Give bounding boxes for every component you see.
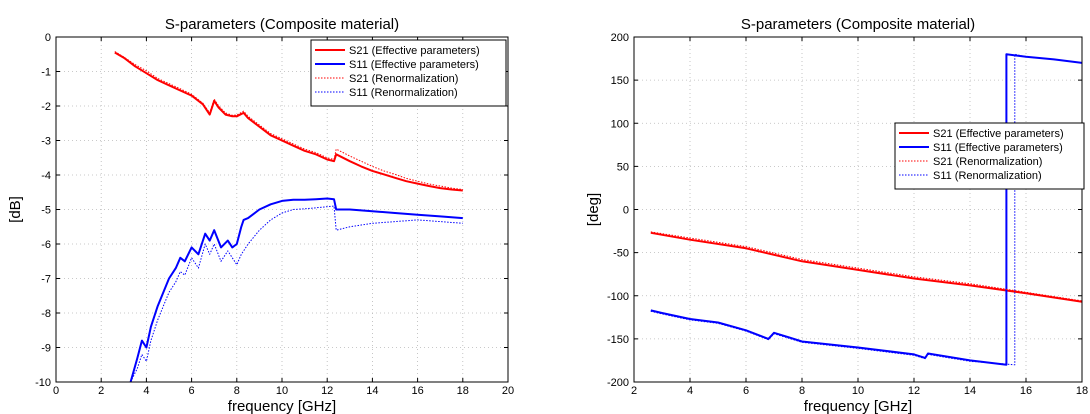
x-tick-label: 8 [799,385,805,397]
y-tick-label: -150 [607,334,629,346]
chart-phase: 2 4 6 8 10 12 14 16 18 200 150 100 50 0 -50 -100 -150 -20… [585,16,1088,414]
series-line-2 [650,231,1082,302]
x-tick-label: 18 [1076,385,1088,397]
x-tick-label: 10 [852,385,864,397]
chart-title: S-parameters (Composite material) [741,16,975,33]
y-tick-label: -4 [41,170,51,182]
legend-label: S21 (Renormalization) [933,156,1042,168]
y-tick-label: -5 [41,205,51,217]
x-tick-label: 10 [276,385,288,397]
legend-label: S11 (Effective parameters) [349,59,479,71]
y-tick-label: -10 [35,377,51,389]
y-axis-label: [dB] [7,196,24,223]
y-tick-label: -3 [41,136,51,148]
x-tick-label: 4 [687,385,693,397]
x-tick-label: 12 [908,385,920,397]
x-tick-label: 2 [631,385,637,397]
x-tick-label: 4 [143,385,149,397]
y-tick-label: 200 [611,32,629,44]
x-tick-label: 6 [743,385,749,397]
series-group [114,51,463,382]
legend: S21 (Effective parameters) S11 (Effective… [310,39,507,107]
y-tick-label: 150 [611,75,629,87]
legend-label: S11 (Renormalization) [933,170,1042,182]
x-tick-label: 16 [411,385,423,397]
y-tick-label: -2 [41,101,51,113]
y-tick-label: 50 [617,161,629,173]
x-tick-label: 6 [189,385,195,397]
series-line-1 [650,53,1082,366]
x-tick-label: 14 [964,385,976,397]
y-tick-label: 0 [623,205,629,217]
y-tick-label: -100 [607,291,629,303]
y-tick-label: -1 [41,67,51,79]
x-tick-label: 14 [366,385,378,397]
x-tick-label: 12 [321,385,333,397]
series-line-0 [114,51,463,192]
x-tick-label: 8 [234,385,240,397]
x-tick-label: 16 [1020,385,1032,397]
chart-db: 0 2 4 6 8 10 12 14 16 18 20 0 -1 -2 -3 -4 -5 -6 -7 -8 -9 -10 S… [7,16,514,414]
y-tick-label: -8 [41,308,51,320]
legend-label: S21 (Renormalization) [349,73,458,85]
legend-label: S11 (Renormalization) [349,87,458,99]
y-tick-label: -6 [41,239,51,251]
y-tick-label: -200 [607,377,629,389]
x-tick-label: 0 [53,385,59,397]
x-axis-label: frequency [GHz] [228,398,336,414]
chart-title: S-parameters (Composite material) [165,16,399,33]
x-tick-label: 20 [502,385,514,397]
legend-label: S21 (Effective parameters) [349,45,480,57]
legend-label: S11 (Effective parameters) [933,142,1063,154]
x-tick-label: 2 [98,385,104,397]
legend: S21 (Effective parameters) S11 (Effective… [894,122,1085,190]
y-tick-label: -7 [41,274,51,286]
y-tick-label: 100 [611,118,629,130]
x-axis-label: frequency [GHz] [804,398,912,414]
y-tick-label: -50 [613,248,629,260]
legend-label: S21 (Effective parameters) [933,128,1064,140]
x-tick-label: 18 [457,385,469,397]
series-group [650,53,1082,366]
series-line-1 [129,197,463,382]
y-tick-label: 0 [45,32,51,44]
y-tick-label: -9 [41,343,51,355]
series-line-2 [114,51,463,190]
y-axis-label: [deg] [585,193,602,226]
